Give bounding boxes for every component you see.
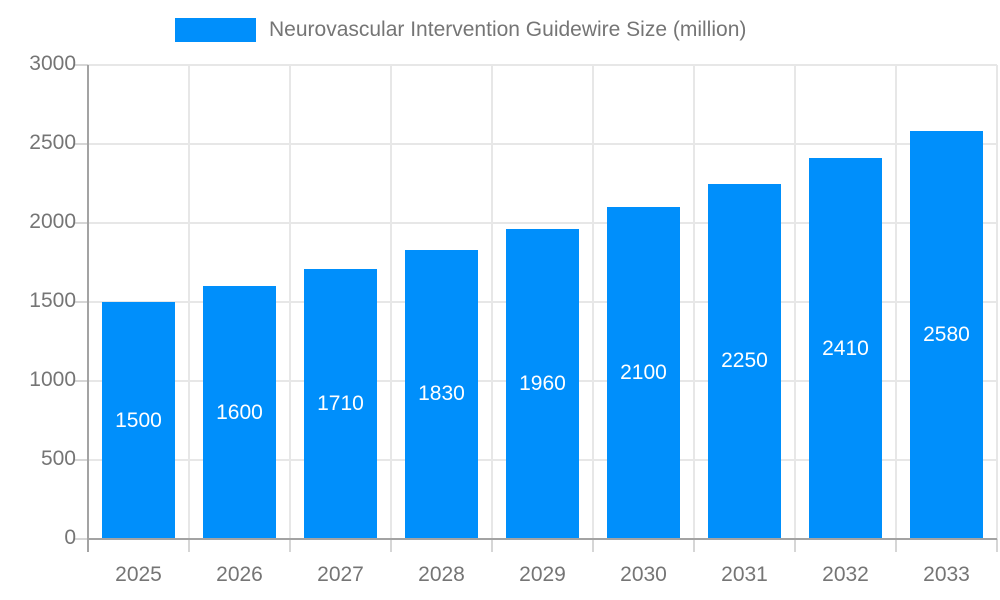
y-axis-tick	[75, 222, 88, 224]
bar[interactable]: 1600	[202, 286, 277, 539]
gridline-horizontal	[88, 143, 997, 145]
gridline-vertical	[693, 65, 695, 539]
x-axis-tick-label: 2028	[418, 563, 465, 586]
x-axis-tick-label: 2025	[115, 563, 162, 586]
gridline-vertical	[794, 65, 796, 539]
gridline-vertical	[592, 65, 594, 539]
gridline-vertical	[996, 65, 998, 539]
gridline-vertical	[895, 65, 897, 539]
x-axis-tick	[289, 539, 291, 552]
x-axis-tick-label: 2027	[317, 563, 364, 586]
gridline-vertical	[289, 65, 291, 539]
y-axis-tick-label: 0	[64, 526, 76, 549]
y-axis-tick	[75, 538, 88, 540]
y-axis-tick-label: 3000	[29, 52, 76, 75]
x-axis-tick	[996, 539, 998, 552]
bar[interactable]: 1710	[303, 268, 378, 539]
y-axis-tick-label: 500	[40, 447, 76, 470]
x-axis-tick-label: 2032	[822, 563, 869, 586]
bar-value-label: 1830	[418, 382, 465, 406]
bar-value-label: 2580	[923, 323, 970, 347]
y-axis-tick	[75, 459, 88, 461]
y-axis-tick	[75, 143, 88, 145]
x-axis-tick-label: 2029	[519, 563, 566, 586]
bar-value-label: 1500	[115, 408, 162, 432]
y-axis-tick-label: 1000	[29, 368, 76, 391]
gridline-vertical	[491, 65, 493, 539]
x-axis-line	[88, 538, 997, 540]
bar[interactable]: 2250	[707, 183, 782, 539]
x-axis-tick	[491, 539, 493, 552]
x-axis-tick	[390, 539, 392, 552]
y-axis-line	[87, 65, 89, 552]
gridline-vertical	[390, 65, 392, 539]
x-axis-tick-label: 2026	[216, 563, 263, 586]
y-axis-tick-label: 2500	[29, 131, 76, 154]
x-axis-tick	[188, 539, 190, 552]
x-axis-tick	[592, 539, 594, 552]
bar-value-label: 2250	[721, 349, 768, 373]
bar-value-label: 1600	[216, 400, 263, 424]
bar[interactable]: 1830	[404, 249, 479, 539]
bar[interactable]: 2410	[808, 158, 883, 539]
x-axis-tick	[794, 539, 796, 552]
gridline-horizontal	[88, 222, 997, 224]
bar[interactable]: 2580	[909, 131, 984, 539]
gridline-vertical	[188, 65, 190, 539]
gridline-horizontal	[88, 64, 997, 66]
x-axis-tick	[693, 539, 695, 552]
y-axis-tick	[75, 380, 88, 382]
bar[interactable]: 1500	[101, 302, 176, 539]
x-axis-tick-label: 2030	[620, 563, 667, 586]
bar[interactable]: 2100	[606, 207, 681, 539]
bar[interactable]: 1960	[505, 229, 580, 539]
bar-value-label: 2410	[822, 336, 869, 360]
bar-value-label: 1960	[519, 372, 566, 396]
x-axis-tick	[895, 539, 897, 552]
legend-swatch	[175, 18, 256, 42]
y-axis-tick	[75, 301, 88, 303]
bar-value-label: 2100	[620, 361, 667, 385]
y-axis-tick-label: 1500	[29, 289, 76, 312]
y-axis-tick	[75, 64, 88, 66]
bar-value-label: 1710	[317, 391, 364, 415]
legend-label: Neurovascular Intervention Guidewire Siz…	[269, 18, 747, 41]
legend[interactable]: Neurovascular Intervention Guidewire Siz…	[175, 18, 746, 42]
x-axis-tick-label: 2031	[721, 563, 768, 586]
x-axis-tick-label: 2033	[923, 563, 970, 586]
y-axis-tick-label: 2000	[29, 210, 76, 233]
